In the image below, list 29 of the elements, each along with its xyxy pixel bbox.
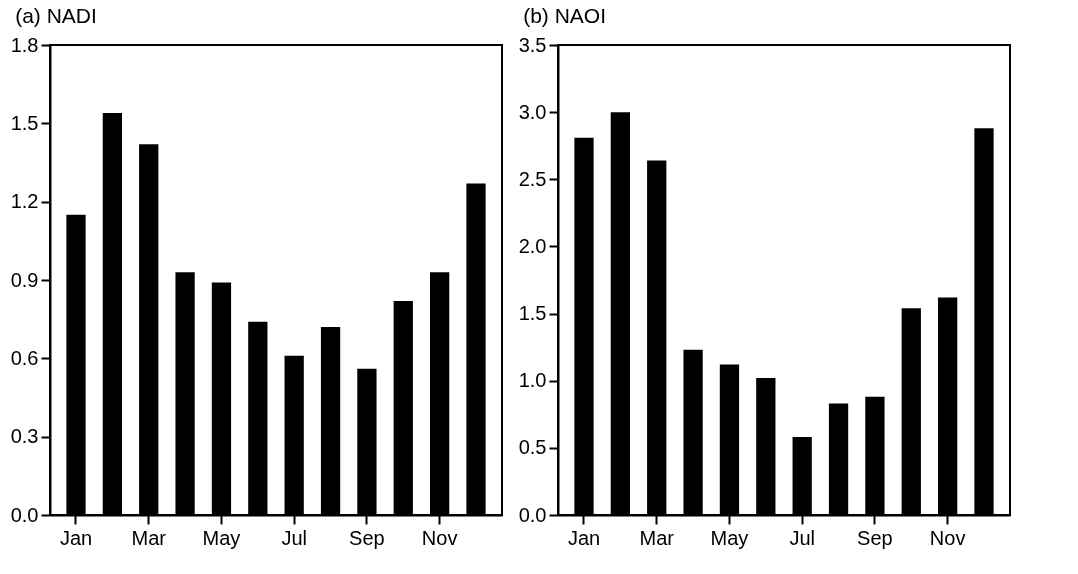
chart-title: (b) NAOI (523, 4, 607, 27)
y-tick-label: 3.0 (518, 100, 547, 123)
y-tick-label: 2.0 (518, 234, 547, 257)
y-tick-label: 0.0 (10, 503, 39, 526)
y-tick-label: 1.5 (10, 111, 39, 134)
x-tick-label: Mar (131, 526, 167, 549)
y-tick-label: 1.0 (518, 369, 547, 392)
x-tick-label: Jul (789, 526, 815, 549)
y-tick-label: 0.0 (518, 503, 547, 526)
chart-title: (a) NADI (15, 4, 97, 27)
x-tick-label: Mar (639, 526, 675, 549)
y-tick-label: 1.5 (518, 302, 547, 325)
y-tick-label: 0.5 (518, 436, 547, 459)
x-tick-label: Sep (857, 526, 893, 549)
y-tick-label: 1.2 (10, 190, 39, 213)
x-tick-label: Nov (929, 526, 966, 549)
x-tick-label: Nov (421, 526, 458, 549)
y-tick-label: 1.8 (10, 33, 39, 56)
y-tick-label: 0.3 (10, 425, 39, 448)
x-tick-label: Jan (567, 526, 601, 549)
y-tick-label: 3.5 (518, 33, 547, 56)
y-tick-label: 2.5 (518, 167, 547, 190)
x-tick-label: Jul (281, 526, 307, 549)
y-tick-label: 0.9 (10, 268, 39, 291)
x-tick-label: Sep (349, 526, 385, 549)
x-tick-label: Jan (59, 526, 93, 549)
y-tick-label: 0.6 (10, 346, 39, 369)
x-tick-label: May (710, 526, 749, 549)
x-tick-label: May (202, 526, 241, 549)
